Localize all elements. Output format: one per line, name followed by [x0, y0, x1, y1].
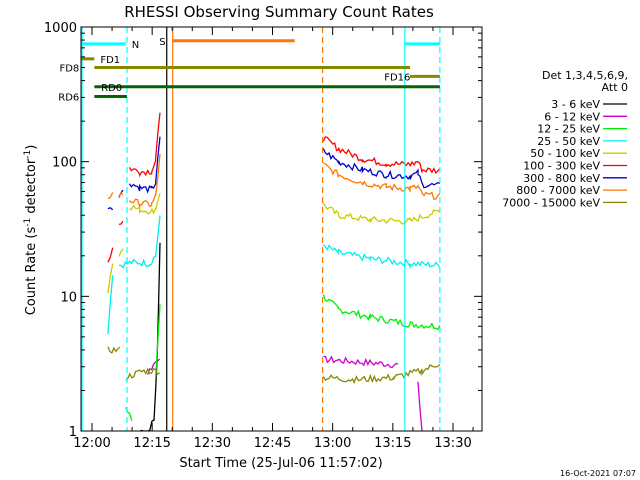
legend-label-9: 7000 - 15000 keV	[502, 196, 600, 209]
series-line-6-segment-1	[107, 247, 114, 263]
plot-frame	[80, 26, 483, 432]
state-bar-label-n: N	[132, 40, 139, 51]
y-axis-label: Count Rate (s-1 detector-1)	[23, 145, 39, 316]
legend-label-6: 100 - 300 keV	[523, 160, 600, 173]
x-tick-label-6: 13:15	[374, 436, 411, 451]
series-line-6-segment-2	[118, 220, 124, 226]
x-tick-label-1: 12:00	[73, 436, 110, 451]
series-line-9-segment-2	[125, 367, 160, 381]
series-line-8-segment-1	[107, 192, 114, 200]
x-tick-label-3: 12:30	[194, 436, 231, 451]
x-axis-label: Start Time (25-Jul-06 11:57:02)	[179, 456, 382, 471]
series-line-6-segment-4	[322, 136, 441, 175]
series-line-3-segment-2	[154, 304, 161, 378]
series-line-4-segment-2	[119, 215, 161, 269]
series-line-4-segment-1	[107, 275, 114, 335]
y-tick-label-3: 100	[52, 156, 77, 171]
x-tick-label-5: 13:00	[314, 436, 351, 451]
x-tick-label-2: 12:15	[133, 436, 170, 451]
legend-label-5: 50 - 100 keV	[530, 147, 600, 160]
x-tick-label-7: 13:30	[434, 436, 471, 451]
legend-label-8: 800 - 7000 keV	[516, 184, 600, 197]
series-line-5-segment-3	[129, 193, 161, 215]
series-line-2-segment-3	[417, 381, 423, 431]
legend-label-2: 6 - 12 keV	[544, 110, 600, 123]
x-tick-label-4: 12:45	[254, 436, 291, 451]
series-line-5-segment-1	[107, 263, 114, 294]
state-bar-label-fd1: FD1	[100, 55, 120, 66]
series-line-5-segment-2	[118, 248, 124, 257]
series-line-2-segment-2	[323, 355, 399, 369]
series-line-5-segment-4	[322, 202, 441, 225]
series-line-3-segment-3	[322, 294, 441, 331]
state-bar-label-rd6: RD6	[58, 92, 79, 103]
generated-timestamp: 16-Oct-2021 07:07	[560, 469, 636, 478]
series-line-8-segment-2	[118, 192, 124, 199]
state-bar-label-fd16: FD16	[384, 72, 410, 83]
series-line-9-segment-1	[107, 346, 121, 354]
series-line-8-segment-4	[323, 162, 441, 201]
series-line-6-segment-3	[128, 112, 161, 178]
legend-header-attenuator: Att 0	[602, 81, 628, 94]
series-line-4-segment-3	[322, 244, 441, 270]
state-bar-label-rd0: RD0	[101, 83, 122, 94]
legend-label-1: 3 - 6 keV	[551, 98, 600, 111]
y-tick-label-2: 10	[60, 290, 77, 305]
state-bar-label-fd8: FD8	[59, 64, 79, 75]
chart-title: RHESSI Observing Summary Count Rates	[124, 3, 434, 21]
series-line-7-segment-4	[322, 148, 441, 189]
series-line-2-segment-1	[147, 358, 161, 375]
series-line-8-segment-3	[128, 153, 161, 208]
legend-label-7: 300 - 800 keV	[523, 172, 600, 185]
legend-header-detectors: Det 1,3,4,5,6,9,	[542, 69, 628, 82]
state-bar-label-s: S	[159, 37, 165, 48]
series-line-9-segment-3	[322, 363, 441, 384]
y-tick-label-4: 1000	[44, 21, 77, 36]
legend-label-3: 12 - 25 keV	[537, 123, 600, 136]
y-tick-label-1: 1	[69, 425, 77, 440]
series-line-7-segment-1	[107, 207, 114, 211]
series-line-7-segment-3	[128, 136, 161, 194]
legend-label-4: 25 - 50 keV	[537, 135, 600, 148]
